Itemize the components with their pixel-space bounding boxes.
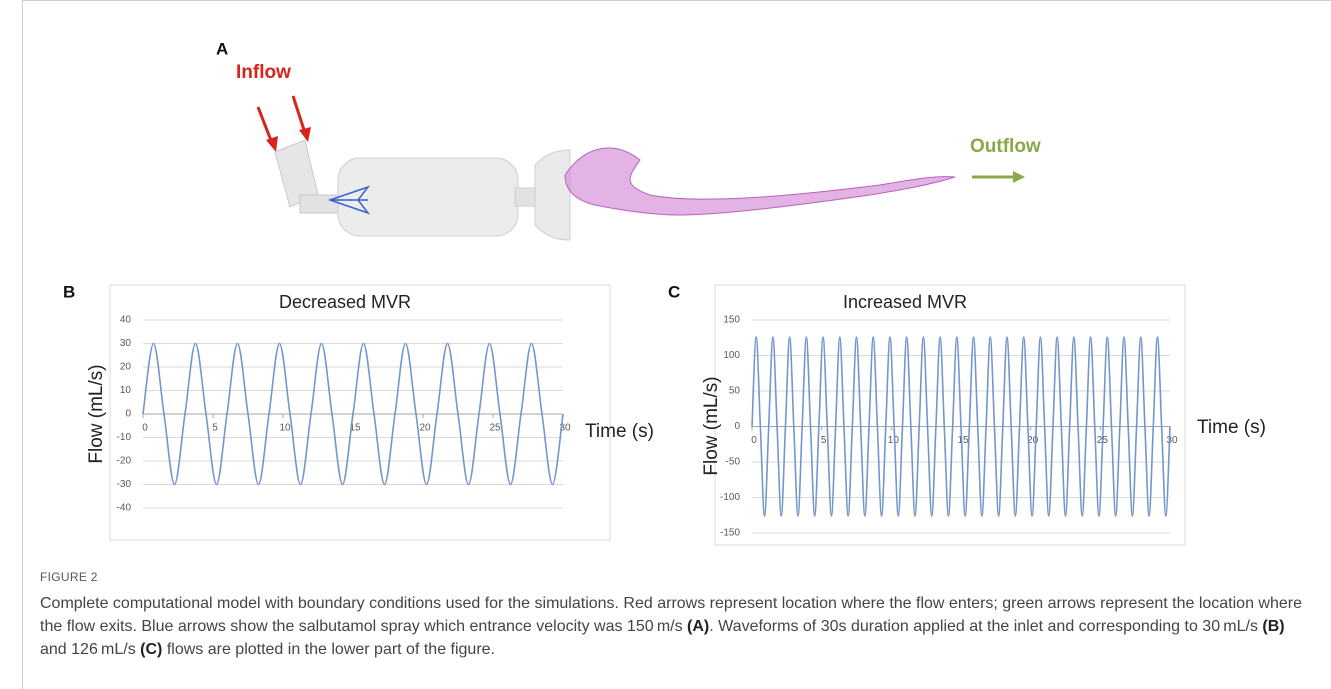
x-tick-label: 5: [212, 423, 218, 434]
y-axis-label: Flow (mL/s): [86, 364, 107, 463]
y-tick-label: -40: [117, 503, 132, 514]
y-tick-label: 40: [120, 315, 132, 326]
outflow-label: Outflow: [970, 136, 1041, 157]
model-diagram: A Inflow Outflow: [216, 39, 1041, 241]
x-tick-label: 10: [279, 423, 291, 434]
y-tick-label: 20: [120, 362, 132, 373]
panel-label: B: [63, 282, 75, 301]
y-tick-label: -10: [117, 432, 132, 443]
y-tick-label: -30: [117, 479, 132, 490]
chart-title: Decreased MVR: [279, 292, 411, 312]
chart-box: [714, 284, 1186, 546]
y-tick-label: 150: [723, 315, 740, 326]
x-tick-label: 20: [419, 423, 431, 434]
waveform-line: [751, 336, 1171, 517]
waveform-line: [142, 342, 564, 486]
x-axis-label: Time (s): [1197, 417, 1266, 438]
y-tick-label: 10: [120, 385, 132, 396]
x-tick-label: 5: [821, 435, 827, 446]
x-tick-label: 0: [751, 435, 757, 446]
y-tick-label: 30: [120, 338, 132, 349]
x-tick-label: 0: [142, 423, 148, 434]
panel-label: A: [216, 39, 228, 58]
chart-title: Increased MVR: [843, 292, 967, 312]
x-tick-label: 25: [489, 423, 501, 434]
y-tick-label: -150: [720, 528, 740, 539]
x-tick-label: 15: [349, 423, 361, 434]
y-tick-label: -50: [726, 457, 741, 468]
y-tick-label: -20: [117, 456, 132, 467]
chart: C Increased MVR Flow (mL/s) Time (s) -150 -10…: [668, 282, 1266, 546]
figure-label: FIGURE 2: [40, 570, 98, 584]
figure-frame: [22, 0, 1331, 689]
x-tick-label: 15: [957, 435, 969, 446]
y-tick-label: 0: [734, 421, 740, 432]
inflow-label: Inflow: [236, 62, 291, 83]
y-tick-label: 0: [125, 409, 131, 420]
x-axis-label: Time (s): [585, 421, 654, 442]
y-tick-label: -100: [720, 492, 740, 503]
caption-ref: (A): [687, 618, 710, 635]
caption-ref: (C): [140, 641, 163, 658]
y-axis-label: Flow (mL/s): [701, 376, 722, 475]
figure-caption: Complete computational model with bounda…: [40, 592, 1310, 661]
x-tick-label: 20: [1027, 435, 1039, 446]
x-tick-label: 30: [559, 423, 571, 434]
caption-ref: (B): [1262, 618, 1285, 635]
chart-box: [109, 284, 611, 541]
x-tick-label: 10: [888, 435, 900, 446]
caption-text: and 126 mL/s: [40, 641, 141, 658]
caption-text: . Waveforms of 30s duration applied at t…: [709, 618, 1263, 635]
chart: B Decreased MVR Flow (mL/s) Time (s) -40 -30 -…: [63, 282, 654, 541]
figure: A Inflow Outflow B Decreased MVR Flow (mL/…: [63, 39, 1266, 546]
y-tick-label: 50: [729, 386, 741, 397]
y-tick-label: 100: [723, 350, 740, 361]
caption-text: Complete computational model with bounda…: [40, 595, 1302, 635]
panel-label: C: [668, 282, 680, 301]
caption-text: flows are plotted in the lower part of t…: [162, 641, 495, 658]
x-tick-label: 30: [1166, 435, 1178, 446]
